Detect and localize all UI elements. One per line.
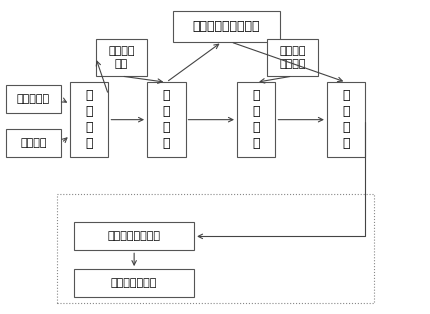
Text: 腥熟有机肘: 腥熟有机肘 [17,95,50,105]
Text: 综
合
评
价: 综 合 评 价 [341,89,349,150]
FancyBboxPatch shape [147,82,185,157]
FancyBboxPatch shape [266,39,317,76]
Text: 优
选
菌
种: 优 选 菌 种 [162,89,169,150]
Text: 滤纸崩溏
试验: 滤纸崩溏 试验 [108,46,134,68]
Text: 优
选
组
合: 优 选 组 合 [252,89,259,150]
Text: 确定优势菌种组合: 确定优势菌种组合 [108,231,160,241]
FancyBboxPatch shape [74,269,194,297]
Text: 动物粪便: 动物粪便 [20,138,46,148]
Text: 初
选
菌
种: 初 选 菌 种 [85,89,93,150]
Text: 组合酶活
力的测定: 组合酶活 力的测定 [279,46,305,68]
FancyBboxPatch shape [95,39,147,76]
FancyBboxPatch shape [6,129,61,157]
FancyBboxPatch shape [6,85,61,113]
Text: 鉴定、扩繁优势菌种: 鉴定、扩繁优势菌种 [192,20,259,33]
FancyBboxPatch shape [74,222,194,250]
FancyBboxPatch shape [172,11,279,42]
FancyBboxPatch shape [70,82,108,157]
FancyBboxPatch shape [237,82,275,157]
Text: 制成生物有机肘: 制成生物有机肘 [111,278,157,288]
FancyBboxPatch shape [326,82,365,157]
